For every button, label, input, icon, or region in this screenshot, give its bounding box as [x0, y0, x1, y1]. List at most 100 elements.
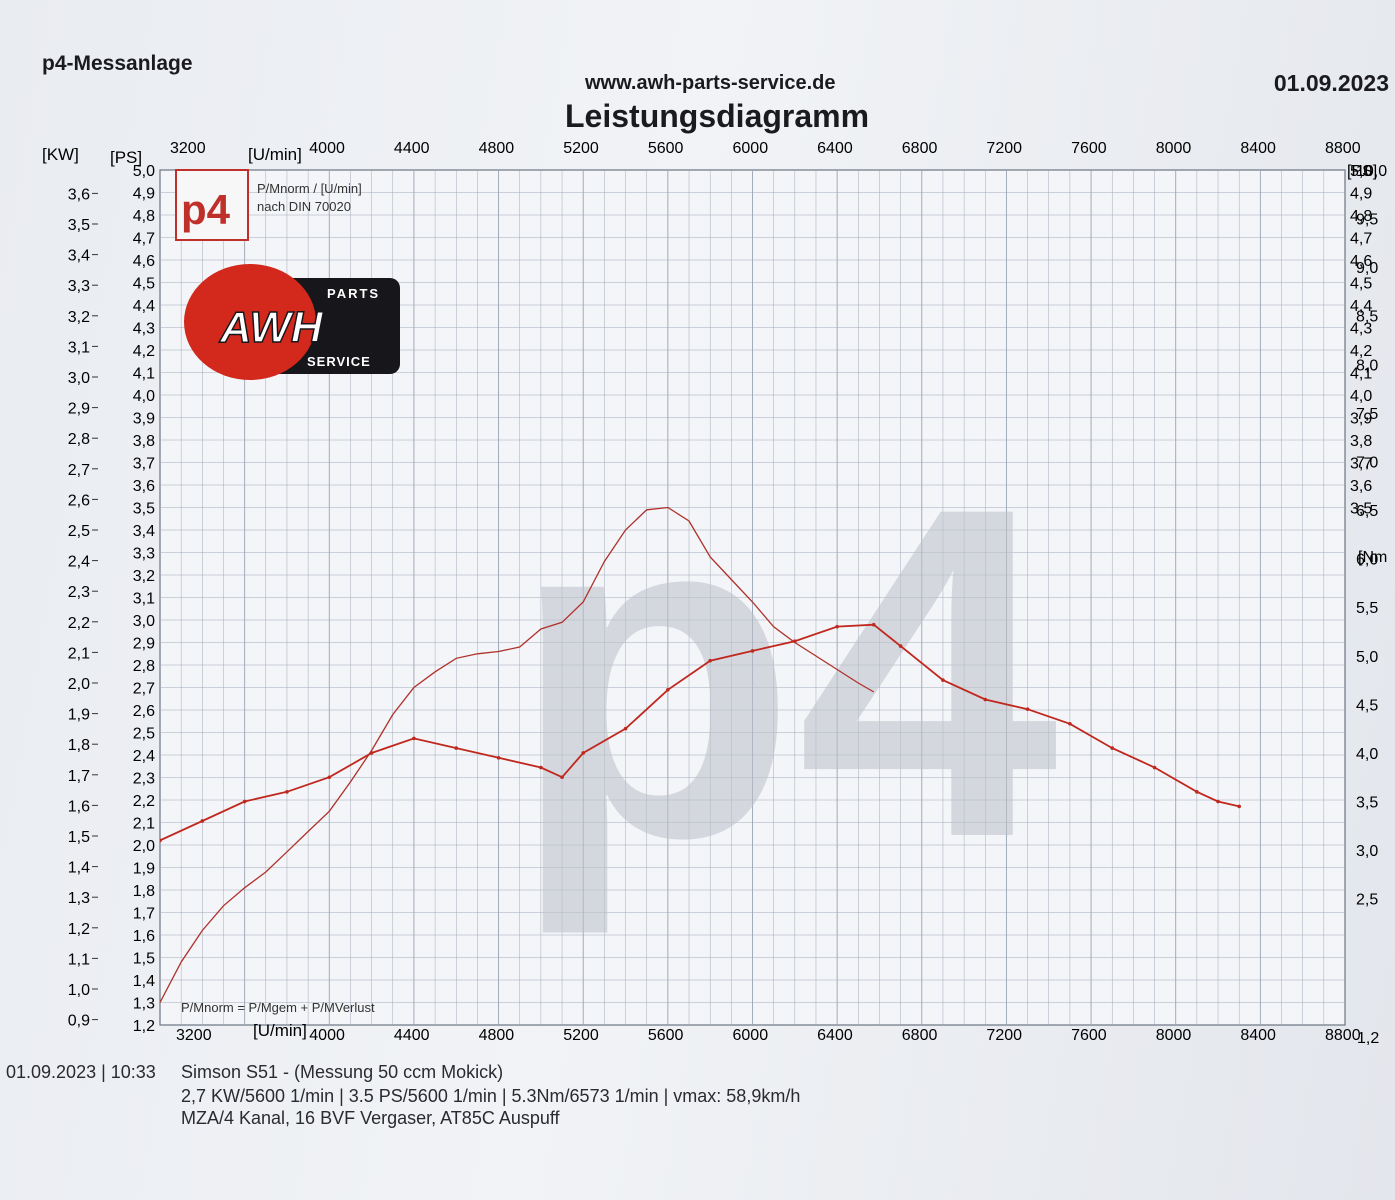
ps-tick-label: 4,5 [133, 276, 155, 293]
x-tick-label-top: 6000 [733, 140, 769, 157]
ps-tick-label: 3,4 [133, 523, 155, 540]
ps-tick-label: 2,7 [133, 681, 155, 698]
ps-right-tick-label: 3,5 [1350, 501, 1372, 518]
torque-data-point [1025, 707, 1030, 712]
torque-data-point [1195, 790, 1199, 794]
x-tick-label-top: 7600 [1071, 140, 1107, 157]
torque-data-point [1216, 799, 1220, 804]
torque-data-point [412, 736, 416, 741]
torque-data-point [1068, 722, 1072, 726]
stamp-line-1: P/Mnorm / [U/min] [257, 181, 362, 196]
kw-tick-label: 1,9 [68, 707, 90, 724]
x-tick-label-top: 6400 [817, 140, 853, 157]
kw-tick-label: 3,2 [68, 309, 90, 326]
ps-tick-label: 3,9 [133, 411, 155, 428]
torque-data-point [623, 726, 628, 731]
x-tick-label-top: 7200 [986, 140, 1022, 157]
nm-tick-label: 6,5 [1356, 503, 1378, 520]
nm-tick-label: 4,0 [1356, 746, 1378, 763]
ps-tick-label: 4,7 [133, 231, 155, 248]
torque-data-point [454, 746, 459, 750]
ps-tick-label: 1,5 [133, 951, 155, 968]
nm-axis-label: [Nm [1358, 549, 1387, 566]
ps-tick-label: 1,4 [133, 973, 155, 990]
kw-tick-label: 2,6 [68, 492, 90, 509]
ps-tick-label: 2,2 [133, 793, 155, 810]
p4-logo-box [175, 169, 249, 241]
torque-data-point [496, 756, 501, 760]
footer-vehicle: Simson S51 - (Messung 50 ccm Mokick) [181, 1062, 504, 1082]
ps-right-tick-label: 4,9 [1350, 186, 1372, 203]
ps-tick-label: 3,1 [133, 591, 155, 608]
x-tick-label-top: 8400 [1240, 140, 1276, 157]
watermark: p4 [510, 410, 1061, 938]
x-tick-label-bottom: 7600 [1071, 1027, 1107, 1044]
x-tick-label-bottom: 4800 [479, 1027, 515, 1044]
ps-tick-label: 4,8 [133, 208, 155, 225]
kw-tick-label: 3,1 [68, 339, 90, 356]
x-tick-label-bottom: 5600 [648, 1027, 684, 1044]
ps-tick-label: 4,1 [133, 366, 155, 383]
ps-tick-label: 5,0 [133, 163, 155, 180]
x-tick-label-top: 5600 [648, 140, 684, 157]
kw-tick-label: 0,9 [68, 1013, 90, 1030]
kw-tick-label: 1,7 [68, 768, 90, 785]
ps-right-tick-label: 3,6 [1350, 478, 1372, 495]
kw-tick-label: 2,5 [68, 523, 90, 540]
x-axis-unit-top: [U/min] [248, 145, 302, 164]
nm-tick-label: 10,0 [1356, 163, 1387, 180]
brand-label: p4-Messanlage [42, 52, 193, 75]
x-tick-label-bottom: 4000 [309, 1027, 345, 1044]
kw-tick-label: 1,5 [68, 829, 90, 846]
ps-right-tick-label: 4,3 [1350, 321, 1372, 338]
kw-tick-label: 1,3 [68, 890, 90, 907]
nm-tick-label: 3,0 [1356, 843, 1378, 860]
axes: [KW] [PS] [PS] [Nm 1,2 1,3 1,4 1,5 1,6 1,7 1,8 1,9 2… [42, 140, 1387, 1047]
ps-right-tick-label: 4,2 [1350, 343, 1372, 360]
ps-tick-label: 4,4 [133, 298, 155, 315]
ps-tick-label: 3,0 [133, 613, 155, 630]
x-tick-label-top: 5200 [563, 140, 599, 157]
ps-tick-label: 4,9 [133, 186, 155, 203]
ps-tick-label: 2,6 [133, 703, 155, 720]
ps-right-tick-label: 4,5 [1350, 276, 1372, 293]
ps-tick-label: 1,9 [133, 861, 155, 878]
ps-tick-label: 4,2 [133, 343, 155, 360]
ps-axis-label: [PS] [110, 148, 142, 167]
kw-tick-label: 1,1 [68, 951, 90, 968]
kw-tick-label: 2,7 [68, 462, 90, 479]
nm-tick-label: 9,5 [1356, 212, 1378, 229]
kw-tick-label: 2,3 [68, 584, 90, 601]
kw-tick-label: 1,8 [68, 737, 90, 754]
kw-tick-label: 3,3 [68, 278, 90, 295]
torque-data-point [327, 775, 332, 780]
torque-data-point [242, 799, 247, 804]
nm-tick-label: 4,5 [1356, 697, 1378, 714]
torque-data-point [1152, 765, 1157, 770]
ps-right-tick-label: 4,1 [1350, 366, 1372, 383]
torque-data-point [793, 639, 797, 644]
footer-results: 2,7 KW/5600 1/min | 3.5 PS/5600 1/min | … [181, 1086, 801, 1106]
awh-logo-bottom: SERVICE [307, 354, 371, 369]
page-title: Leistungsdiagramm [565, 98, 870, 134]
x-tick-label-bottom: 8400 [1240, 1027, 1276, 1044]
x-tick-label-bottom: 6400 [817, 1027, 853, 1044]
x-tick-label-top: 4000 [309, 140, 345, 157]
ps-tick-label: 4,6 [133, 253, 155, 270]
x-tick-label-bottom: 7200 [986, 1027, 1022, 1044]
ps-tick-label: 4,0 [133, 388, 155, 405]
x-axis-unit-bottom: [U/min] [253, 1021, 307, 1040]
awh-logo-top: PARTS [327, 286, 380, 301]
stamp-line-2: nach DIN 70020 [257, 199, 351, 214]
p4-logo: p4 [181, 186, 231, 233]
ps-right-tick-label: 4,4 [1350, 298, 1372, 315]
ps-tick-label: 3,2 [133, 568, 155, 585]
kw-tick-label: 2,1 [68, 645, 90, 662]
formula-label: P/Mnorm = P/Mgem + P/MVerlust [181, 1000, 375, 1015]
power-curve [160, 506, 875, 1003]
torque-data-point [1110, 746, 1115, 750]
ps-tick-label: 2,5 [133, 726, 155, 743]
torque-data-point [160, 838, 162, 843]
ps-tick-label: 2,4 [133, 748, 155, 765]
